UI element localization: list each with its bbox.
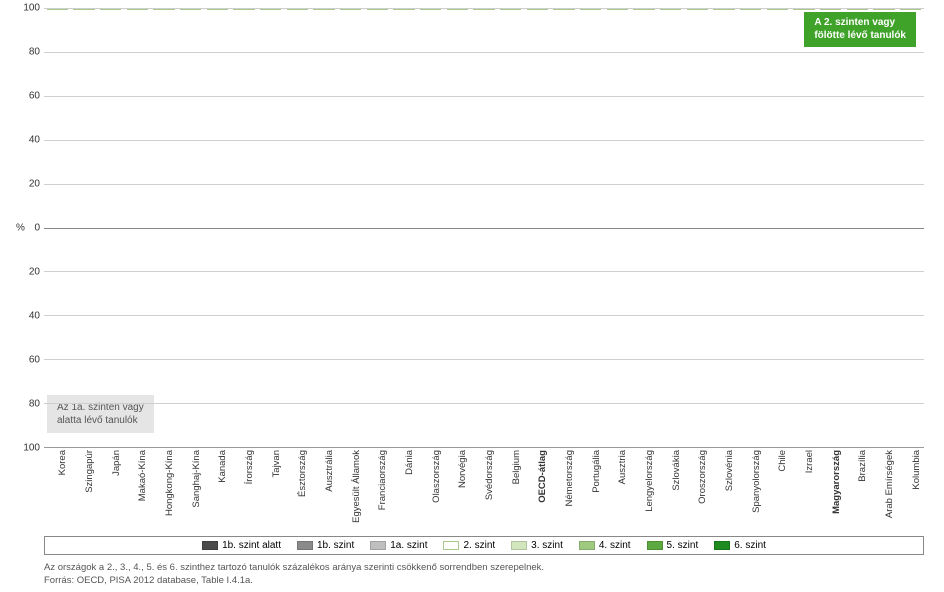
x-label: Makaó-Kína <box>124 450 151 536</box>
y-axis: 10080604020020406080100 <box>10 8 44 448</box>
legend-label: 5. szint <box>667 540 699 551</box>
y-tick: 20 <box>29 267 40 278</box>
x-label: Brazília <box>844 450 871 536</box>
legend-label: 4. szint <box>599 540 631 551</box>
x-label: Írország <box>231 450 258 536</box>
legend-item-l4: 4. szint <box>579 540 631 551</box>
footer-line1: Az országok a 2., 3., 4., 5. és 6. szint… <box>44 562 544 575</box>
legend-label: 1a. szint <box>390 540 427 551</box>
x-label: Németország <box>551 450 578 536</box>
x-label: Korea <box>44 450 71 536</box>
x-label: Portugália <box>577 450 604 536</box>
x-label: Arab Emírségek <box>871 450 898 536</box>
x-label: Svédország <box>471 450 498 536</box>
y-tick: 0 <box>34 223 40 234</box>
y-tick: 60 <box>29 91 40 102</box>
swatch <box>297 541 313 550</box>
y-tick: 100 <box>23 443 40 454</box>
x-label: OECD-átlag <box>524 450 551 536</box>
x-label: Kolumbia <box>898 450 925 536</box>
y-tick: 80 <box>29 47 40 58</box>
x-label: Kanada <box>204 450 231 536</box>
x-label: Tajvan <box>257 450 284 536</box>
y-tick: 20 <box>29 179 40 190</box>
y-tick: 80 <box>29 399 40 410</box>
swatch <box>511 541 527 550</box>
legend-label: 2. szint <box>463 540 495 551</box>
x-label: Szlovákia <box>657 450 684 536</box>
swatch <box>579 541 595 550</box>
x-label: Belgium <box>497 450 524 536</box>
legend-label: 1b. szint alatt <box>222 540 281 551</box>
legend: 1b. szint alatt 1b. szint 1a. szint 2. szin… <box>44 536 924 555</box>
legend-label: 3. szint <box>531 540 563 551</box>
x-label: Észtország <box>284 450 311 536</box>
x-label: Oroszország <box>684 450 711 536</box>
swatch <box>202 541 218 550</box>
legend-label: 1b. szint <box>317 540 354 551</box>
y-tick: 100 <box>23 3 40 14</box>
plot-area: A 2. szinten vagy fölötte lévő tanulók A… <box>44 8 924 448</box>
swatch <box>443 541 459 550</box>
chart-area: % 10080604020020406080100 A 2. szinten v… <box>44 8 924 448</box>
legend-item-l6: 6. szint <box>714 540 766 551</box>
x-label: Dánia <box>391 450 418 536</box>
x-label: Izrael <box>791 450 818 536</box>
x-label: Ausztria <box>604 450 631 536</box>
x-label: Norvégia <box>444 450 471 536</box>
x-label: Szingapúr <box>71 450 98 536</box>
footer-notes: Az országok a 2., 3., 4., 5. és 6. szint… <box>44 562 544 588</box>
y-tick: 60 <box>29 355 40 366</box>
x-axis-labels: KoreaSzingapúrJapánMakaó-KínaHongkong-Kí… <box>44 450 924 536</box>
legend-item-l5: 5. szint <box>647 540 699 551</box>
x-label: Egyesült Államok <box>337 450 364 536</box>
legend-label: 6. szint <box>734 540 766 551</box>
x-label: Sanghaj-Kína <box>177 450 204 536</box>
x-label: Lengyelország <box>631 450 658 536</box>
footer-line2: Forrás: OECD, PISA 2012 database, Table … <box>44 575 544 588</box>
legend-item-l1a: 1a. szint <box>370 540 427 551</box>
legend-item-l1b: 1b. szint <box>297 540 354 551</box>
x-label: Ausztrália <box>311 450 338 536</box>
y-tick: 40 <box>29 135 40 146</box>
x-label: Szlovénia <box>711 450 738 536</box>
legend-item-l2: 2. szint <box>443 540 495 551</box>
x-label: Spanyolország <box>737 450 764 536</box>
x-label: Franciaország <box>364 450 391 536</box>
legend-item-below1b: 1b. szint alatt <box>202 540 281 551</box>
swatch <box>370 541 386 550</box>
y-tick: 40 <box>29 311 40 322</box>
swatch <box>714 541 730 550</box>
x-label: Hongkong-Kína <box>151 450 178 536</box>
x-label: Chile <box>764 450 791 536</box>
x-label: Olaszország <box>417 450 444 536</box>
x-label: Magyarország <box>817 450 844 536</box>
swatch <box>647 541 663 550</box>
legend-item-l3: 3. szint <box>511 540 563 551</box>
x-label: Japán <box>97 450 124 536</box>
